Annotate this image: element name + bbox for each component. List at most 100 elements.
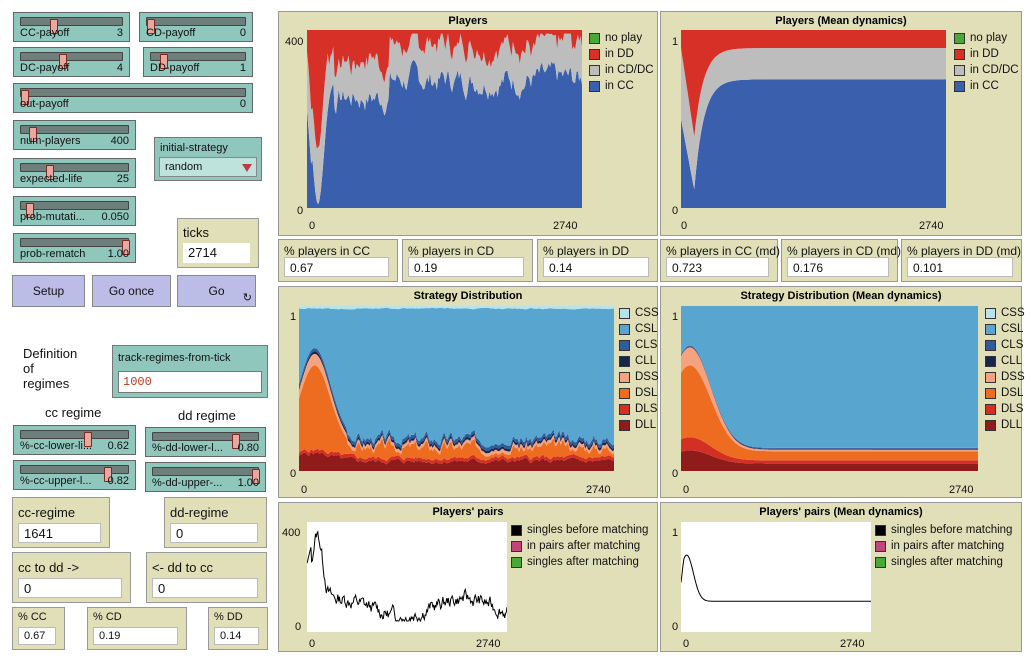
players-cc-monitor: % players in CC 0.67 [278,239,398,282]
cd-payoff-slider[interactable]: CD-payoff 0 [139,12,253,42]
chooser-label: initial-strategy [160,142,228,154]
y-min-tick: 0 [672,468,679,480]
slider-track [20,88,246,105]
legend-item: in CC [954,78,1019,94]
legend-swatch [875,556,886,568]
players-cc-md-monitor: % players in CC (md) 0.723 [660,239,781,282]
prob-mutation-slider[interactable]: prob-mutati... 0.050 [13,196,136,226]
in-cd-dc-area [681,47,946,190]
chooser-select[interactable]: random [159,157,257,177]
definition-line3: regimes [23,376,70,391]
slider-thumb[interactable] [147,19,155,34]
expected-life-slider[interactable]: expected-life 25 [13,158,136,188]
initial-strategy-chooser[interactable]: initial-strategy random [154,137,262,181]
legend-swatch [589,48,600,60]
setup-button[interactable]: Setup [12,275,85,307]
y-min-tick: 0 [290,468,297,480]
slider-label: %-dd-upper-... [152,477,223,489]
legend-label: singles after matching [891,556,1003,568]
monitor-label: % players in DD (md) [907,244,1022,258]
slider-track [20,201,129,218]
strategy-md-area-chart [681,306,978,471]
slider-value: 1 [239,62,246,74]
legend-label: CSL [635,323,658,335]
go-button[interactable]: Go ↻ [177,275,256,307]
legend-item: DSS [619,369,659,385]
y-max-tick: 1 [672,36,679,48]
plot-title: Strategy Distribution [413,290,523,302]
monitor-value: 0 [170,523,258,543]
slider-thumb[interactable] [104,467,112,482]
slider-thumb[interactable] [21,90,29,105]
in-cd-dc-area [307,33,582,205]
cll-area [299,351,614,454]
legend-swatch [619,403,630,415]
plot-legend: singles before matching in pairs after m… [511,522,648,570]
monitor-label: % players in CC [284,244,371,258]
slider-label: %-dd-lower-l... [152,442,223,454]
plot-area [307,30,582,208]
go-once-button[interactable]: Go once [92,275,171,307]
legend-label: singles before matching [891,524,1013,536]
legend-item: DSS [985,369,1025,385]
dd-upper-limit-slider[interactable]: %-dd-upper-... 1.00 [145,462,266,492]
monitor-label: % CC [18,611,47,623]
ticks-display: ticks 2714 [177,218,259,268]
dd-lower-limit-slider[interactable]: %-dd-lower-l... 0.80 [145,427,266,457]
legend-swatch [985,355,996,367]
y-min-tick: 0 [297,205,304,217]
plot-area [307,522,507,632]
chooser-value: random [165,161,203,173]
legend-label: DSS [635,371,659,383]
players-cd-monitor: % players in CD 0.19 [402,239,533,282]
slider-thumb[interactable] [122,240,130,255]
slider-thumb[interactable] [84,432,92,447]
slider-thumb[interactable] [232,434,240,449]
slider-thumb[interactable] [46,165,54,180]
cc-regime-monitor: cc-regime 1641 [12,497,110,548]
players-dd-monitor: % players in DD 0.14 [537,239,658,282]
legend-label: DLS [1001,403,1024,415]
x-min-tick: 0 [309,638,316,650]
dd-payoff-slider[interactable]: DD-payoff 1 [143,47,253,77]
legend-swatch [985,339,996,351]
x-max-tick: 2740 [840,638,865,650]
cc-regime-header: cc regime [45,405,102,420]
cc-to-dd-monitor: cc to dd -> 0 [12,552,131,603]
monitor-label: cc to dd -> [18,560,80,575]
out-payoff-slider[interactable]: out-payoff 0 [13,83,253,113]
y-max-tick: 1 [290,311,297,323]
percent-cc-monitor: % CC 0.67 [12,607,65,650]
cc-payoff-slider[interactable]: CC-payoff 3 [13,12,130,42]
monitor-value: 0.19 [93,627,178,645]
monitor-value: 0.14 [214,627,259,645]
monitor-label: <- dd to cc [152,560,214,575]
legend-item: CLS [619,337,659,353]
legend-label: DSL [1001,387,1024,399]
cc-lower-limit-slider[interactable]: %-cc-lower-li... 0.62 [13,425,136,455]
players-cd-md-monitor: % players in CD (md) 0.176 [781,239,901,282]
slider-thumb[interactable] [29,127,37,142]
slider-thumb[interactable] [50,19,58,34]
slider-thumb[interactable] [252,469,260,484]
slider-track [152,467,260,484]
track-regimes-field[interactable]: 1000 [118,371,262,393]
slider-thumb[interactable] [26,203,34,218]
x-min-tick: 0 [683,638,690,650]
legend-swatch [954,32,965,44]
monitor-value: 0.67 [284,257,389,277]
cc-upper-limit-slider[interactable]: %-cc-upper-l... 0.82 [13,460,136,490]
legend-item: in pairs after matching [511,538,648,554]
monitor-value: 0.101 [907,257,1013,277]
slider-thumb[interactable] [160,54,168,69]
legend-item: DLS [619,401,659,417]
prob-rematch-slider[interactable]: prob-rematch 1.00 [13,233,136,263]
x-min-tick: 0 [683,484,690,496]
dd-to-cc-monitor: <- dd to cc 0 [146,552,267,603]
dc-payoff-slider[interactable]: DC-payoff 4 [13,47,130,77]
monitor-label: % players in CC (md) [666,244,781,258]
slider-thumb[interactable] [59,54,67,69]
num-players-slider[interactable]: num-players 400 [13,120,136,150]
y-min-tick: 0 [672,621,679,633]
track-regimes-input[interactable]: track-regimes-from-tick 1000 [112,345,268,398]
